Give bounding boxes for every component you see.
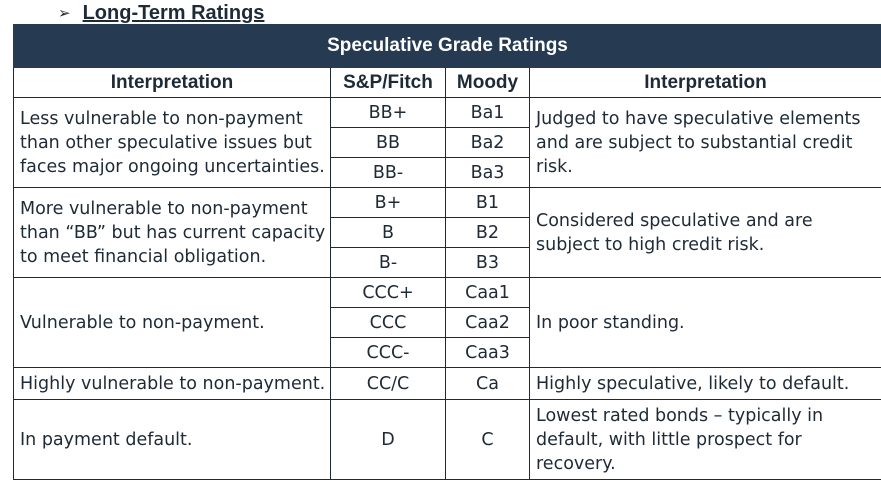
table-row: CCC- Caa3 [14, 337, 881, 368]
column-header-interpretation-right: Interpretation [529, 67, 881, 98]
table-row: Less vulnerable to non-payment than othe… [13, 97, 881, 188]
table-banner: Speculative Grade Ratings [13, 24, 881, 68]
interpretation-cell-right: Highly speculative, likely to default. [529, 367, 881, 400]
table-row: In payment default. D C Lowest rated bon… [13, 399, 881, 480]
sp-fitch-cell: B- [330, 247, 446, 278]
column-header-sp-fitch: S&P/Fitch [330, 67, 446, 98]
sp-fitch-cell: BB+ [330, 97, 446, 128]
moody-cell: B2 [445, 217, 530, 248]
table-row: B B2 [14, 217, 881, 248]
sp-fitch-cell: B+ [330, 187, 446, 218]
ratings-table: Speculative Grade Ratings Interpretation… [13, 24, 881, 480]
interpretation-cell-left: Vulnerable to non-payment. [13, 277, 331, 368]
column-header-row: Interpretation S&P/Fitch Moody Interpret… [13, 67, 881, 98]
sp-fitch-cell: BB [330, 127, 446, 158]
sp-fitch-cell: CCC+ [330, 277, 446, 308]
table-row: CCC Caa2 [14, 307, 881, 338]
interpretation-cell-left: Less vulnerable to non-payment than othe… [13, 97, 331, 188]
interpretation-cell-left: Highly vulnerable to non-payment. [13, 367, 331, 400]
moody-cell: C [445, 399, 530, 480]
moody-cell: Caa3 [445, 337, 530, 368]
section-heading: ➢ Long-Term Ratings [58, 2, 264, 24]
table-row: BB Ba2 [14, 127, 881, 158]
table-row: More vulnerable to non-payment than “BB”… [13, 187, 881, 278]
moody-cell: B1 [445, 187, 530, 218]
sp-fitch-cell: D [330, 399, 446, 480]
column-header-interpretation-left: Interpretation [13, 67, 331, 98]
table-row: Highly vulnerable to non-payment. CC/C C… [13, 367, 881, 400]
column-header-moody: Moody [445, 67, 530, 98]
moody-cell: Ba2 [445, 127, 530, 158]
interpretation-cell-right: Lowest rated bonds – typically in defaul… [529, 399, 881, 480]
section-title: Long-Term Ratings [82, 1, 265, 24]
interpretation-cell-left: More vulnerable to non-payment than “BB”… [13, 187, 331, 278]
sp-fitch-cell: B [330, 217, 446, 248]
table-row: BB- Ba3 [14, 157, 881, 188]
interpretation-cell-right: In poor standing. [529, 277, 881, 368]
table-row: Vulnerable to non-payment. CCC+ Caa1 In … [13, 277, 881, 368]
moody-cell: B3 [445, 247, 530, 278]
interpretation-cell-left: In payment default. [13, 399, 331, 480]
table-row: B- B3 [14, 247, 881, 278]
moody-cell: Caa1 [445, 277, 530, 308]
moody-cell: Ba3 [445, 157, 530, 188]
sp-fitch-cell: CC/C [330, 367, 446, 400]
table-banner-row: Speculative Grade Ratings [13, 24, 881, 68]
sp-fitch-cell: CCC [330, 307, 446, 338]
arrow-bullet-icon: ➢ [58, 5, 71, 22]
moody-cell: Ca [445, 367, 530, 400]
interpretation-cell-right: Considered speculative and are subject t… [529, 187, 881, 278]
sp-fitch-cell: CCC- [330, 337, 446, 368]
moody-cell: Caa2 [445, 307, 530, 338]
interpretation-cell-right: Judged to have speculative elements and … [529, 97, 881, 188]
sp-fitch-cell: BB- [330, 157, 446, 188]
moody-cell: Ba1 [445, 97, 530, 128]
